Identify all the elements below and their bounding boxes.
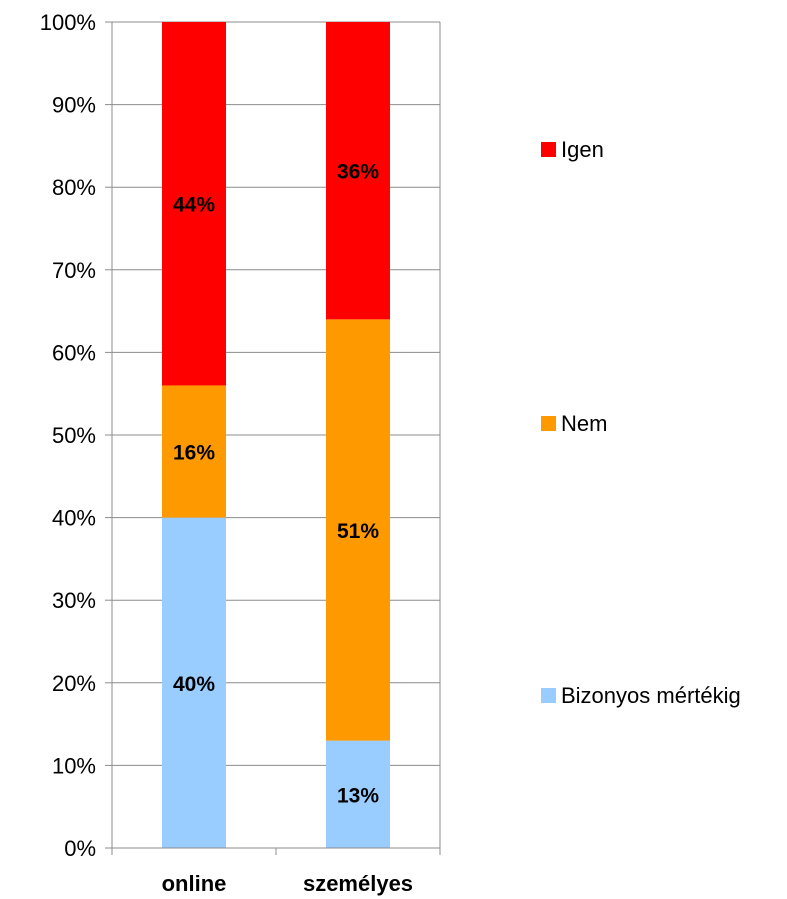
bar-segment xyxy=(326,740,390,848)
legend-swatch xyxy=(541,416,556,431)
legend: Igen Nem Bizonyos mértékig xyxy=(541,137,741,708)
y-tick-label: 80% xyxy=(52,175,96,200)
bar-segment xyxy=(326,319,390,741)
data-labels: 40% 16% 44% 13% 51% 36% xyxy=(173,161,379,808)
legend-label: Igen xyxy=(561,137,604,162)
data-label: 40% xyxy=(173,673,215,696)
y-tick-label: 20% xyxy=(52,671,96,696)
y-tick-label: 30% xyxy=(52,588,96,613)
bar-segment xyxy=(162,22,226,386)
bars xyxy=(162,22,390,848)
legend-label: Bizonyos mértékig xyxy=(561,683,741,708)
data-label: 13% xyxy=(337,784,379,807)
y-tick-label: 100% xyxy=(40,10,96,35)
legend-label: Nem xyxy=(561,411,607,436)
y-tick-label: 70% xyxy=(52,258,96,283)
data-label: 36% xyxy=(337,161,379,184)
bar-segment xyxy=(326,22,390,320)
grid-lines xyxy=(112,21,441,848)
y-tick-label: 40% xyxy=(52,506,96,531)
data-label: 51% xyxy=(337,520,379,543)
y-tick-label: 90% xyxy=(52,93,96,118)
legend-swatch xyxy=(541,142,556,157)
y-tick-label: 50% xyxy=(52,423,96,448)
data-label: 16% xyxy=(173,442,215,465)
y-tick-label: 10% xyxy=(52,753,96,778)
x-tick-label: személyes xyxy=(303,871,413,896)
legend-swatch xyxy=(541,688,556,703)
bar-segment xyxy=(162,517,226,848)
axes: 0% 10% 20% 30% 40% 50% 60% 70% 80% 90% 100% online s… xyxy=(40,10,441,896)
x-tick-label: online xyxy=(162,871,227,896)
data-label: 44% xyxy=(173,194,215,217)
bar-segment xyxy=(162,385,226,518)
y-tick-label: 0% xyxy=(64,836,96,861)
y-tick-label: 60% xyxy=(52,340,96,365)
